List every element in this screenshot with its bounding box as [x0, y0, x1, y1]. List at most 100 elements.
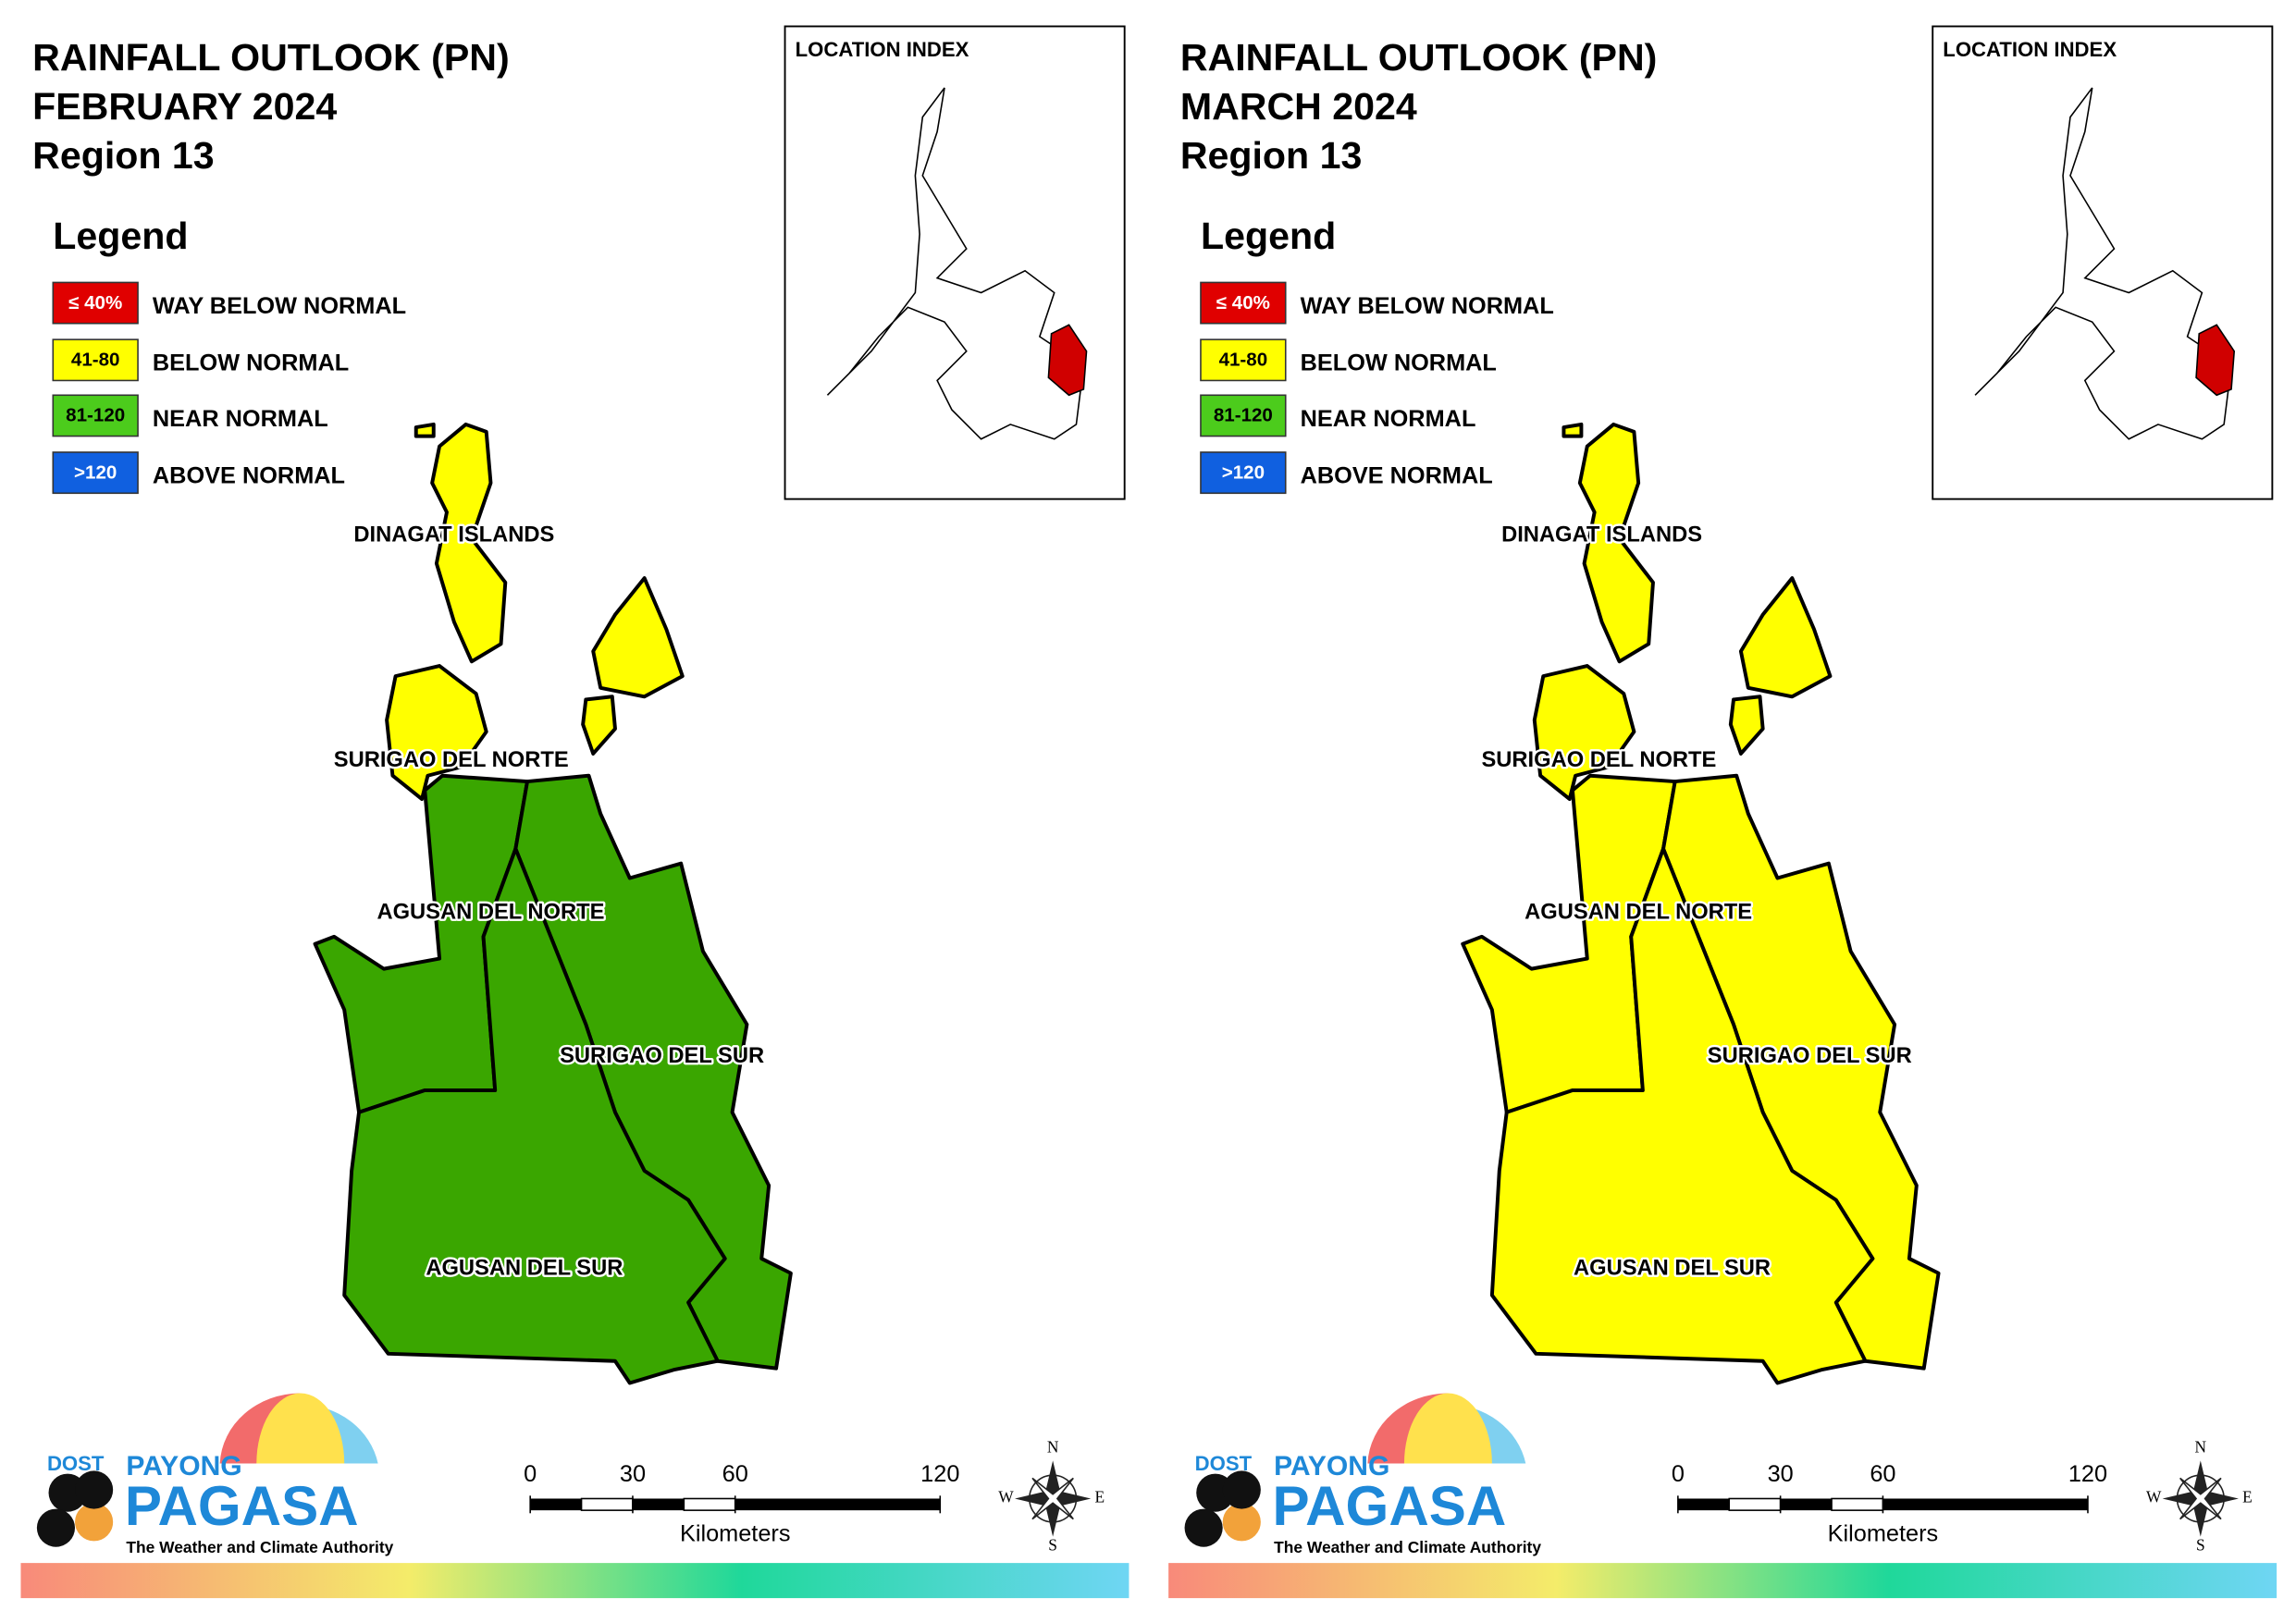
province	[414, 422, 436, 438]
map-title: RAINFALL OUTLOOK (PN)	[1180, 36, 1658, 79]
province	[1562, 422, 1584, 438]
logo-seal	[36, 1508, 76, 1547]
scale-unit: Kilometers	[1828, 1521, 1939, 1547]
logo-seal	[1222, 1470, 1261, 1509]
logo-pagasa: PAGASA	[1273, 1475, 1507, 1537]
logo-seal	[75, 1470, 114, 1509]
province	[1728, 695, 1765, 756]
legend-label: WAY BELOW NORMAL	[153, 293, 406, 319]
compass-letter: E	[1094, 1487, 1105, 1506]
compass-ring	[2176, 1474, 2225, 1523]
legend-label: ABOVE NORMAL	[1301, 463, 1493, 489]
legend-key: 81-120	[66, 405, 125, 426]
province-label: SURIGAO DEL NORTE	[334, 748, 569, 772]
legend-label: BELOW NORMAL	[153, 350, 349, 376]
legend-swatch	[52, 451, 139, 495]
legend-key: ≤ 40%	[1216, 292, 1270, 314]
province-label: AGUSAN DEL SUR	[426, 1256, 623, 1280]
legend-swatch	[1200, 394, 1287, 437]
province	[1577, 422, 1655, 664]
logo-tagline: The Weather and Climate Authority	[1274, 1538, 1541, 1556]
logo-umbrella	[256, 1393, 345, 1464]
logo-seal	[1184, 1508, 1223, 1547]
province	[591, 576, 685, 699]
region-13-highlight	[1047, 324, 1088, 397]
scale-segment	[580, 1497, 634, 1511]
legend-swatch	[1200, 338, 1287, 382]
province-label: DINAGAT ISLANDS	[353, 523, 554, 547]
scale-label: 0	[524, 1461, 537, 1487]
scale-segment	[683, 1497, 736, 1511]
map-title: Region 13	[1180, 134, 1363, 177]
legend-label: ABOVE NORMAL	[153, 463, 345, 489]
province	[385, 664, 488, 802]
province-label: AGUSAN DEL NORTE	[376, 901, 604, 925]
scale-segment	[1677, 1498, 1730, 1511]
map-title: MARCH 2024	[1180, 85, 1417, 128]
logo-seal	[1222, 1503, 1261, 1542]
philippines-outline	[1974, 87, 2232, 440]
province-label: AGUSAN DEL NORTE	[1524, 901, 1752, 925]
logo-payong: PAYONG	[126, 1451, 241, 1482]
legend-key: ≤ 40%	[68, 292, 122, 314]
map-title: RAINFALL OUTLOOK (PN)	[32, 36, 510, 79]
legend-title: Legend	[1201, 215, 1336, 257]
compass-letter: W	[998, 1487, 1014, 1506]
legend-label: NEAR NORMAL	[1301, 406, 1476, 432]
scale-segment	[1882, 1498, 2088, 1511]
footer-gradient	[20, 1563, 1129, 1599]
legend-swatch	[1200, 281, 1287, 325]
logo-umbrella	[1403, 1393, 1492, 1464]
scale-label: 60	[1870, 1461, 1895, 1487]
scale-unit: Kilometers	[680, 1521, 791, 1547]
province	[1738, 576, 1833, 699]
location-index-title: LOCATION INDEX	[1943, 38, 2117, 61]
legend-swatch	[52, 281, 139, 325]
scale-label: 30	[1768, 1461, 1794, 1487]
province-label: SURIGAO DEL NORTE	[1481, 748, 1716, 772]
logo-payong: PAYONG	[1274, 1451, 1389, 1482]
legend-label: BELOW NORMAL	[1301, 350, 1497, 376]
legend-key: >120	[1222, 461, 1265, 483]
panel: DINAGAT ISLANDS SURIGAO DEL NORTE AGUSAN D…	[1168, 25, 2277, 1599]
legend-key: >120	[74, 461, 117, 483]
legend-label: NEAR NORMAL	[153, 406, 328, 432]
scale-label: 120	[2068, 1461, 2107, 1487]
legend-key: 41-80	[1219, 350, 1268, 371]
legend-swatch	[52, 394, 139, 437]
compass-letter: E	[2242, 1487, 2253, 1506]
scale-label: 60	[722, 1461, 748, 1487]
philippines-outline	[826, 87, 1085, 440]
province-label: SURIGAO DEL SUR	[560, 1044, 764, 1068]
scale-label: 0	[1672, 1461, 1685, 1487]
province-label: SURIGAO DEL SUR	[1708, 1044, 1912, 1068]
legend-label: WAY BELOW NORMAL	[1301, 293, 1554, 319]
province	[342, 846, 727, 1385]
legend-title: Legend	[53, 215, 188, 257]
map-title: Region 13	[32, 134, 215, 177]
province	[581, 695, 617, 756]
scale-segment	[1831, 1497, 1884, 1511]
compass-letter: W	[2146, 1487, 2162, 1506]
location-index-frame	[1932, 25, 2274, 500]
legend-swatch	[1200, 451, 1287, 495]
compass-rose	[1031, 1477, 1074, 1520]
scale-label: 120	[920, 1461, 959, 1487]
scale-segment	[530, 1498, 582, 1511]
panel: DINAGAT ISLANDS SURIGAO DEL NORTE AGUSAN D…	[20, 25, 1129, 1599]
footer-gradient	[1168, 1563, 2277, 1599]
logo-dost: DOST	[1195, 1452, 1253, 1475]
compass-letter: N	[1047, 1438, 1059, 1457]
scale-segment	[734, 1498, 941, 1511]
compass-letter: N	[2195, 1438, 2207, 1457]
province	[430, 422, 508, 664]
map-title: FEBRUARY 2024	[32, 85, 337, 128]
scale-segment	[1728, 1497, 1782, 1511]
logo-pagasa: PAGASA	[125, 1475, 359, 1537]
compass-letter: S	[2196, 1536, 2205, 1555]
legend-key: 41-80	[71, 350, 120, 371]
scale-segment	[1780, 1498, 1833, 1511]
legend-swatch	[52, 338, 139, 382]
province-label: DINAGAT ISLANDS	[1501, 523, 1702, 547]
